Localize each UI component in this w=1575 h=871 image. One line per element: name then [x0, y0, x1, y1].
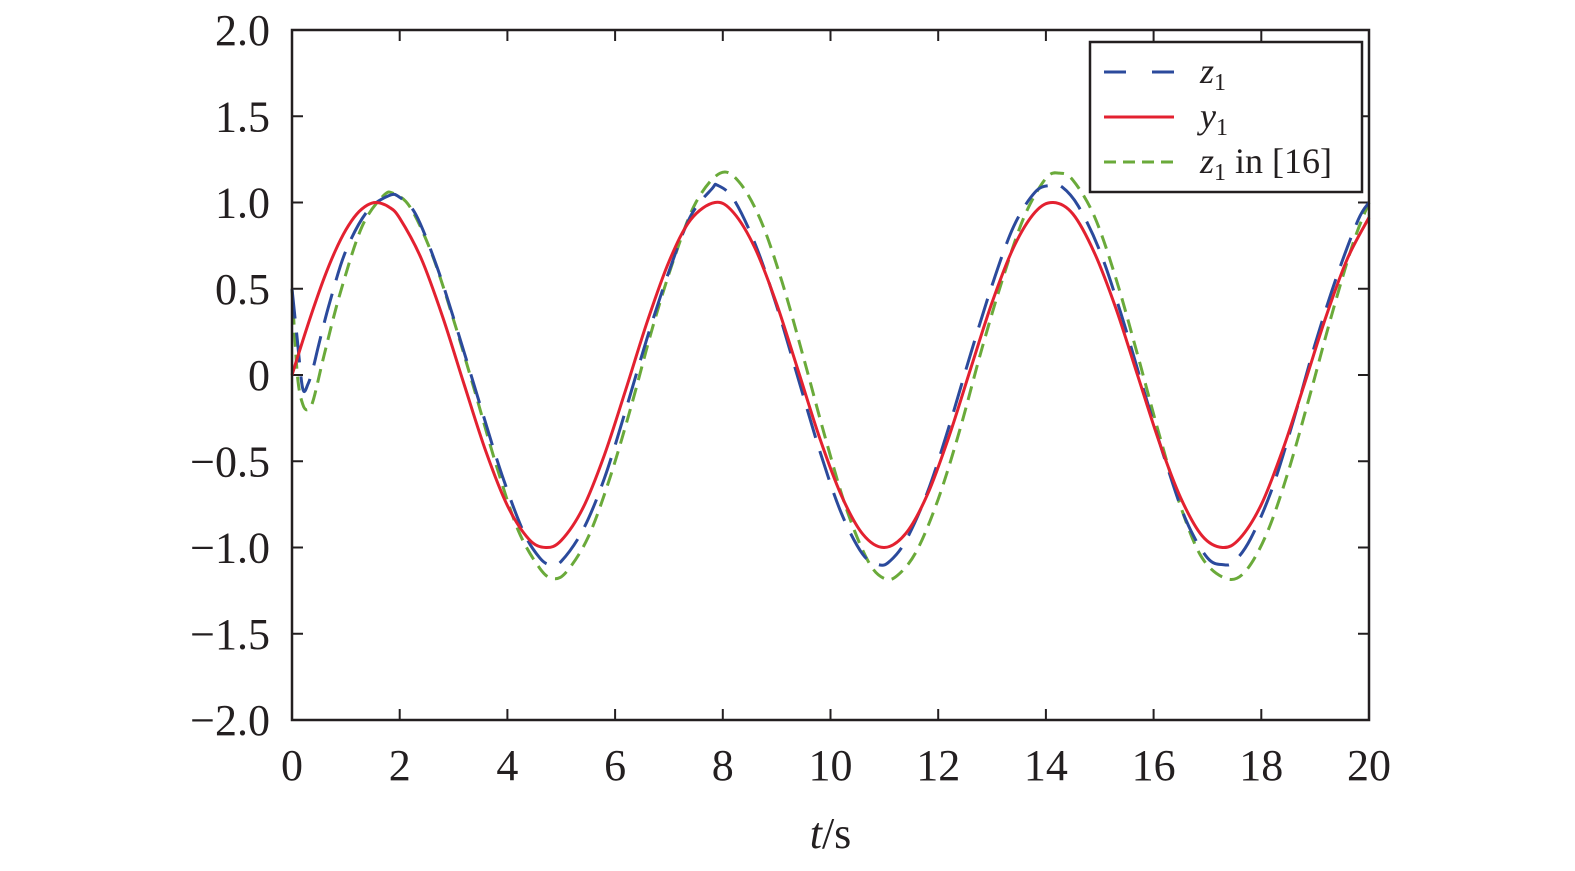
y-tick-label: 1.0: [215, 179, 270, 228]
series-line-z1: [290, 182, 1371, 567]
y-tick-label: −1.0: [190, 524, 270, 573]
x-tick-label: 0: [281, 741, 303, 790]
x-tick-label: 8: [712, 741, 734, 790]
y-tick-label: 1.5: [215, 92, 270, 141]
series-lines: [290, 170, 1371, 582]
x-axis-label: t/s: [810, 809, 852, 858]
y-tick-label: −0.5: [190, 437, 270, 486]
x-tick-label: 14: [1024, 741, 1068, 790]
x-tick-label: 2: [389, 741, 411, 790]
legend-label: y1: [1197, 96, 1228, 141]
x-tick-label: 6: [604, 741, 626, 790]
x-tick-label: 10: [809, 741, 853, 790]
y-tick-label: −2.0: [190, 696, 270, 745]
series-line-z1-in-16-: [290, 170, 1371, 582]
x-axis-label-variable: t: [810, 809, 824, 858]
x-tick-label: 12: [916, 741, 960, 790]
y-tick-label: 2.0: [215, 6, 270, 55]
y-tick-label: 0.5: [215, 265, 270, 314]
x-tick-label: 4: [496, 741, 518, 790]
ticks: 0 2 4 6 8 10 12 14 16 18 20 2.0 1.5 1.0 0.5 0 −0.5 −1.0 −1…: [190, 6, 1391, 790]
x-axis-label-unit: /s: [822, 809, 851, 858]
x-tick-label: 16: [1132, 741, 1176, 790]
plot-frame: [290, 28, 1371, 722]
x-tick-label: 20: [1347, 741, 1391, 790]
x-tick-label: 18: [1239, 741, 1283, 790]
y-tick-label: 0: [248, 351, 270, 400]
series-line-y1: [290, 200, 1371, 550]
legend-label: z1: [1199, 51, 1226, 96]
y-tick-label: −1.5: [190, 610, 270, 659]
legend-label: z1 in [16]: [1199, 141, 1332, 186]
